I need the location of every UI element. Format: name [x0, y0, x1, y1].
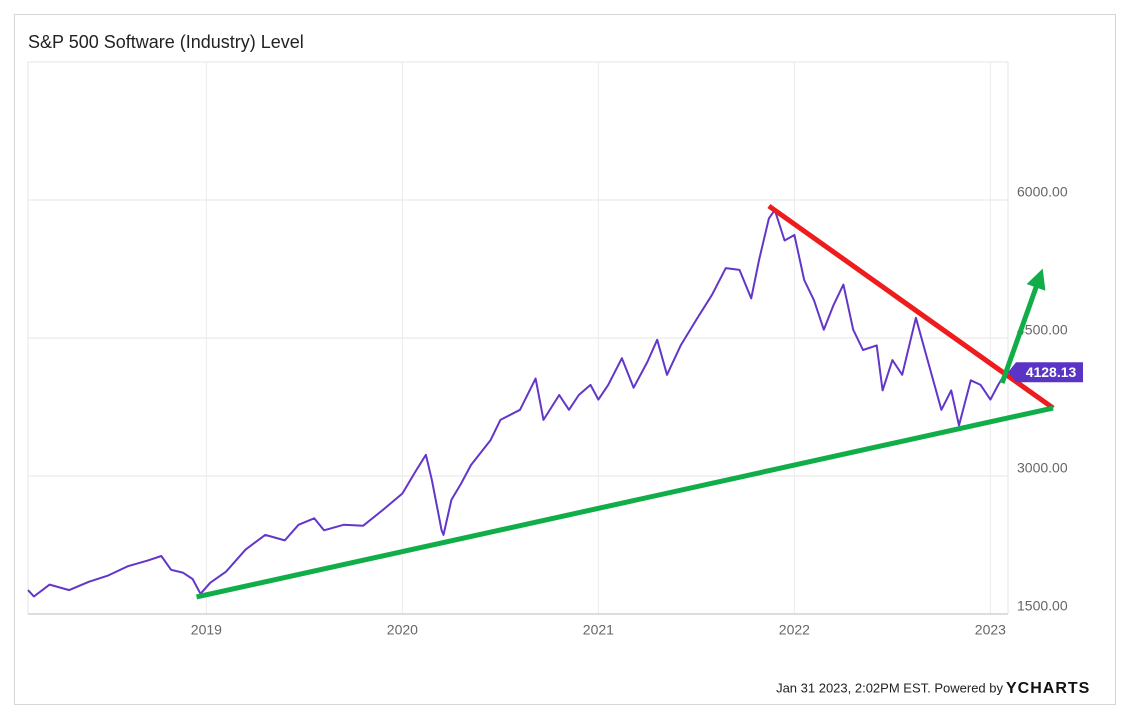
y-tick-label: 1500.00: [1017, 598, 1068, 614]
trend-line: [196, 405, 1054, 600]
last-value-label: 4128.13: [1026, 364, 1077, 380]
x-tick-label: 2020: [387, 622, 418, 638]
footer: Jan 31 2023, 2:02PM EST. Powered by: [776, 680, 1003, 695]
price-line: [27, 209, 1007, 598]
y-tick-label: 3000.00: [1017, 460, 1068, 476]
last-value-flag: [1008, 362, 1083, 383]
x-tick-label: 2019: [191, 622, 222, 638]
x-tick-label: 2023: [975, 622, 1006, 638]
chart-frame: [14, 14, 1116, 705]
brand-logo: YCHARTS: [1006, 680, 1090, 697]
y-tick-label: 6000.00: [1017, 184, 1068, 200]
trend-arrow: [999, 268, 1046, 384]
chart-title: S&P 500 Software (Industry) Level: [28, 32, 304, 52]
x-tick-label: 2021: [583, 622, 614, 638]
x-tick-label: 2022: [779, 622, 810, 638]
y-tick-label: 4500.00: [1017, 322, 1068, 338]
